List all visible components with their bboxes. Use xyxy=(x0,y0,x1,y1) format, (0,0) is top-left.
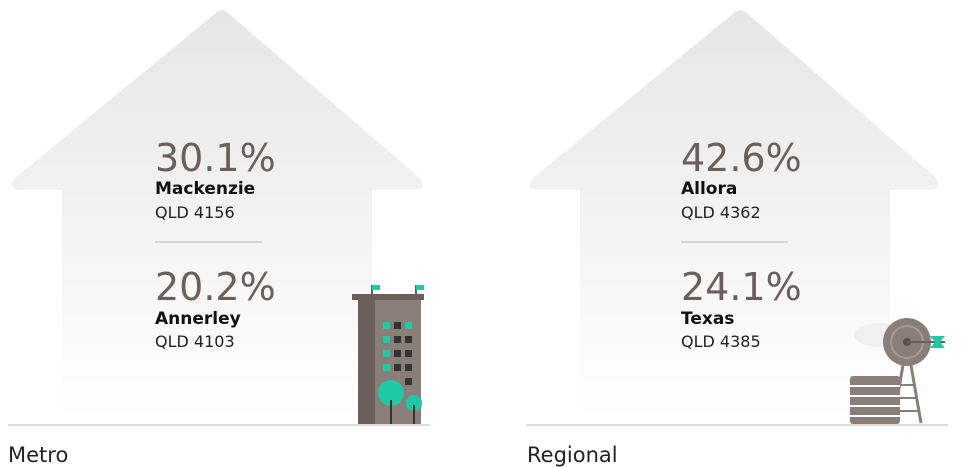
suburb: Allora xyxy=(681,179,737,199)
suburb: Annerley xyxy=(155,309,241,329)
suburb: Mackenzie xyxy=(155,179,255,199)
house xyxy=(529,10,939,420)
windmill-icon xyxy=(850,318,945,424)
percent: 24.1% xyxy=(681,265,802,309)
suburb: Texas xyxy=(681,309,734,329)
panel-label: Regional xyxy=(527,443,618,467)
percent: 20.2% xyxy=(155,265,276,309)
panel-label: Metro xyxy=(8,443,68,467)
building-icon xyxy=(352,285,424,424)
postcode: QLD 4156 xyxy=(155,203,235,222)
postcode: QLD 4103 xyxy=(155,332,235,351)
postcode: QLD 4362 xyxy=(681,203,761,222)
percent: 42.6% xyxy=(681,136,802,180)
percent: 30.1% xyxy=(155,136,276,180)
house xyxy=(11,10,423,420)
postcode: QLD 4385 xyxy=(681,332,761,351)
